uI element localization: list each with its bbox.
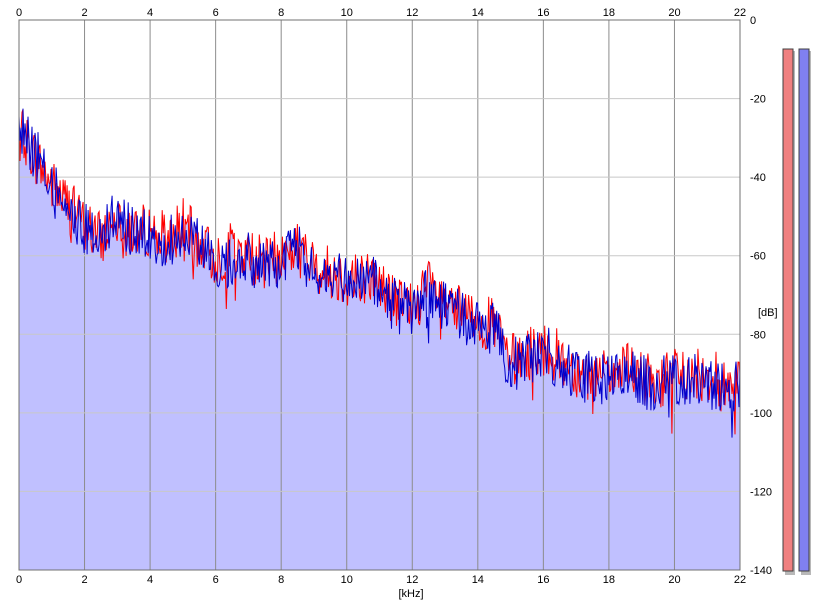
y-tick-label: -140 <box>750 565 772 577</box>
level-meter-left <box>782 48 794 572</box>
x-tick-label-top: 14 <box>472 7 484 19</box>
y-tick-label: -80 <box>750 329 766 341</box>
y-tick-label: -60 <box>750 251 766 263</box>
plot-frame <box>18 19 741 571</box>
level-meter-right <box>798 48 810 572</box>
y-tick-label: -100 <box>750 408 772 420</box>
x-tick-label-top: 8 <box>278 7 284 19</box>
x-tick-label-bottom: 2 <box>81 574 87 586</box>
x-tick-label-top: 20 <box>668 7 680 19</box>
x-tick-label-bottom: 20 <box>668 574 680 586</box>
x-tick-labels-top: 0 2 4 6 8 10 12 14 16 18 20 22 <box>16 7 746 19</box>
x-tick-label-top: 16 <box>537 7 549 19</box>
y-tick-label: 0 <box>750 15 756 27</box>
x-tick-label-bottom: 12 <box>406 574 418 586</box>
x-tick-label-bottom: 4 <box>147 574 153 586</box>
y-tick-label: -20 <box>750 94 766 106</box>
spectrum-area <box>19 108 740 570</box>
x-tick-label-top: 4 <box>147 7 153 19</box>
x-tick-labels-bottom: 0 2 4 6 8 10 12 14 16 18 20 22 <box>16 574 746 586</box>
spectrum-fill <box>19 108 740 570</box>
x-tick-label-top: 22 <box>734 7 746 19</box>
x-tick-label-bottom: 22 <box>734 574 746 586</box>
series-lines <box>18 108 741 438</box>
x-tick-label-bottom: 6 <box>213 574 219 586</box>
plot-border <box>18 19 741 571</box>
x-tick-label-top: 10 <box>341 7 353 19</box>
x-tick-label-bottom: 10 <box>341 574 353 586</box>
x-tick-label-top: 12 <box>406 7 418 19</box>
x-tick-label-top: 18 <box>603 7 615 19</box>
level-meters <box>782 48 811 575</box>
x-tick-label-top: 2 <box>81 7 87 19</box>
y-tick-label: -120 <box>750 486 772 498</box>
x-tick-label-top: 0 <box>16 7 22 19</box>
x-tick-label-bottom: 18 <box>603 574 615 586</box>
x-tick-label-bottom: 14 <box>472 574 484 586</box>
y-axis-label: [dB] <box>758 307 778 319</box>
y-tick-labels: 0 -20 -40 -60 -80 -100 -120 -140 <box>750 15 772 577</box>
x-tick-label-bottom: 16 <box>537 574 549 586</box>
x-tick-label-bottom: 0 <box>16 574 22 586</box>
x-axis-label: [kHz] <box>398 588 423 600</box>
y-tick-label: -40 <box>750 172 766 184</box>
series-line-blue <box>18 108 741 438</box>
x-tick-label-top: 6 <box>213 7 219 19</box>
x-tick-label-bottom: 8 <box>278 574 284 586</box>
grid <box>18 19 741 571</box>
